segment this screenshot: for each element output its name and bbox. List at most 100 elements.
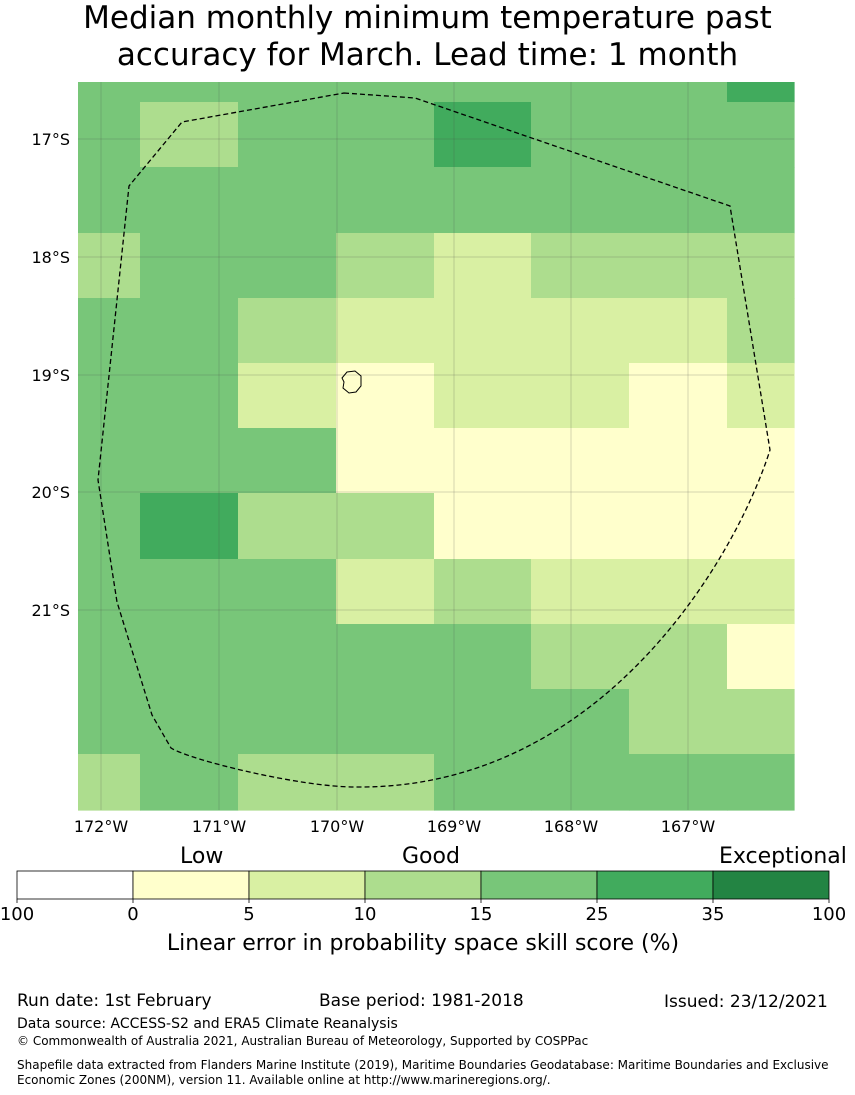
grid-cell bbox=[336, 167, 435, 234]
colorbar-tick-label: 100 bbox=[812, 904, 846, 925]
data-source: Data source: ACCESS-S2 and ERA5 Climate … bbox=[17, 1016, 398, 1032]
grid-cell bbox=[727, 233, 795, 299]
grid-cell bbox=[140, 559, 239, 625]
grid-cell bbox=[629, 167, 728, 234]
grid-cell bbox=[140, 298, 239, 364]
grid-cell bbox=[78, 167, 141, 234]
grid-cell bbox=[140, 754, 239, 811]
grid-cell bbox=[434, 754, 532, 811]
colorbar-tick-labels: 100 0 5 10 15 25 35 100 bbox=[0, 899, 846, 925]
colorbar-tick-label: 35 bbox=[702, 904, 725, 925]
grid-cell bbox=[238, 428, 337, 494]
grid-cell bbox=[629, 559, 728, 625]
grid-cell bbox=[434, 167, 532, 234]
grid-cell bbox=[531, 754, 630, 811]
grid-cell bbox=[78, 428, 141, 494]
grid-cell bbox=[238, 167, 337, 234]
grid-cell bbox=[727, 167, 795, 234]
colorbar-segment bbox=[132, 870, 250, 900]
colorbar-segment bbox=[596, 870, 714, 900]
colorbar-segment bbox=[480, 870, 598, 900]
colorbar-segment bbox=[248, 870, 366, 900]
grid-cell bbox=[531, 493, 630, 560]
latitude-labels: 17°S 18°S 19°S 20°S 21°S bbox=[31, 130, 70, 620]
shapefile-credit-line-2: Economic Zones (200NM), version 11. Avai… bbox=[17, 1073, 551, 1087]
grid-cell bbox=[531, 82, 630, 103]
grid-cell bbox=[140, 82, 239, 103]
legend-word-exceptional: Exceptional bbox=[719, 844, 847, 869]
colorbar-segment bbox=[712, 870, 830, 900]
grid-cell bbox=[238, 82, 337, 103]
grid-cell bbox=[629, 689, 728, 755]
grid-cell bbox=[140, 167, 239, 234]
grid-cell bbox=[629, 493, 728, 560]
longitude-labels: 172°W 171°W 170°W 169°W 168°W 167°W bbox=[74, 817, 716, 836]
grid-cell bbox=[336, 624, 435, 690]
grid-cell bbox=[78, 233, 141, 299]
grid-cell bbox=[238, 559, 337, 625]
grid-cell bbox=[238, 233, 337, 299]
colorbar-tick-label: 10 bbox=[354, 904, 377, 925]
grid-cell bbox=[238, 363, 337, 429]
grid-cell bbox=[727, 428, 795, 494]
grid-cell bbox=[727, 559, 795, 625]
legend-word-low: Low bbox=[180, 844, 224, 869]
grid-cell bbox=[434, 559, 532, 625]
base-period: Base period: 1981-2018 bbox=[319, 991, 524, 1011]
grid-cell bbox=[140, 624, 239, 690]
colorbar-tick-label: 5 bbox=[243, 904, 254, 925]
grid-cell bbox=[78, 82, 141, 103]
grid-cell bbox=[727, 298, 795, 364]
grid-cell bbox=[336, 102, 435, 168]
longitude-label: 171°W bbox=[192, 817, 247, 836]
eez-boundary bbox=[97, 92, 771, 788]
grid-cell bbox=[727, 689, 795, 755]
longitude-label: 169°W bbox=[427, 817, 482, 836]
grid-cell bbox=[238, 689, 337, 755]
grid-cell bbox=[629, 754, 728, 811]
grid-cell bbox=[531, 624, 630, 690]
colorbar-segment bbox=[364, 870, 482, 900]
grid-cell bbox=[727, 493, 795, 560]
grid-cell bbox=[531, 102, 630, 168]
latitude-label: 17°S bbox=[31, 130, 70, 149]
grid-cell bbox=[531, 363, 630, 429]
grid-cell bbox=[336, 754, 435, 811]
longitude-label: 168°W bbox=[544, 817, 599, 836]
grid-cell bbox=[434, 298, 532, 364]
grid-cell bbox=[434, 624, 532, 690]
grid-cell bbox=[78, 624, 141, 690]
grid-cell bbox=[78, 689, 141, 755]
grid-cell bbox=[629, 233, 728, 299]
copyright: © Commonwealth of Australia 2021, Austra… bbox=[17, 1034, 589, 1048]
graticule bbox=[78, 82, 794, 810]
grid-cell bbox=[629, 298, 728, 364]
grid-cell bbox=[531, 689, 630, 755]
grid-cell bbox=[531, 233, 630, 299]
grid-cell bbox=[336, 233, 435, 299]
skill-grid bbox=[78, 82, 795, 811]
grid-cell bbox=[140, 102, 239, 168]
grid-cell bbox=[531, 559, 630, 625]
grid-cell bbox=[336, 298, 435, 364]
grid-cell bbox=[531, 428, 630, 494]
issued-date: Issued: 23/12/2021 bbox=[664, 992, 828, 1012]
latitude-label: 20°S bbox=[31, 483, 70, 502]
grid-cell bbox=[336, 559, 435, 625]
grid-cell bbox=[140, 233, 239, 299]
grid-cell bbox=[336, 363, 435, 429]
latitude-label: 18°S bbox=[31, 248, 70, 267]
grid-cell bbox=[140, 689, 239, 755]
grid-cell bbox=[727, 624, 795, 690]
grid-cell bbox=[140, 428, 239, 494]
run-date: Run date: 1st February bbox=[17, 991, 212, 1011]
grid-cell bbox=[629, 428, 728, 494]
colorbar-tick-label: 0 bbox=[127, 904, 138, 925]
map-title-line-2: accuracy for March. Lead time: 1 month bbox=[116, 37, 739, 73]
grid-cell bbox=[78, 559, 141, 625]
grid-cell bbox=[78, 754, 141, 811]
grid-cell bbox=[727, 754, 795, 811]
grid-cell bbox=[434, 363, 532, 429]
grid-cell bbox=[140, 363, 239, 429]
